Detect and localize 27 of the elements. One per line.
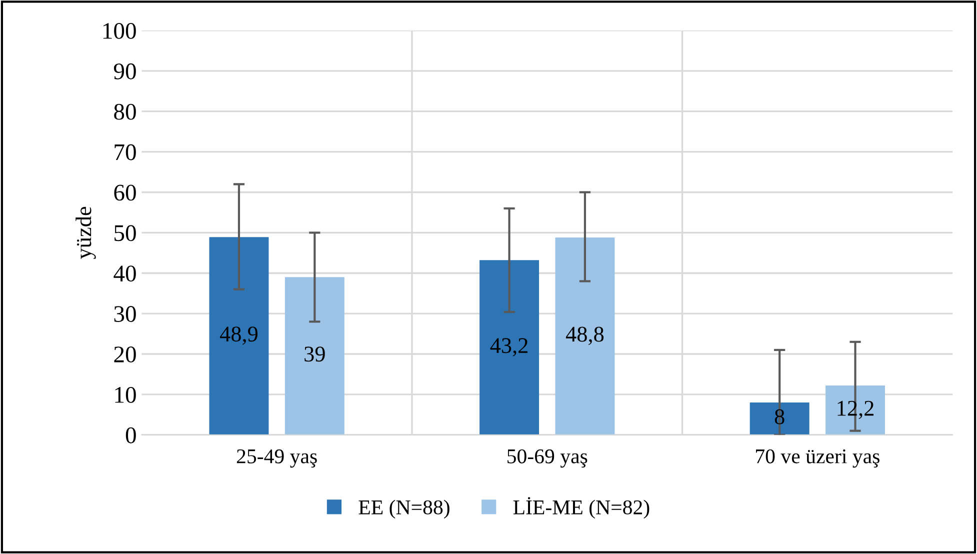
y-tick-label: 80 [114, 104, 136, 120]
y-tick-label: 60 [114, 184, 136, 201]
data-label: 48,8 [566, 326, 604, 345]
y-tick-label: 100 [103, 22, 136, 39]
bar [284, 277, 344, 435]
y-tick-label: 30 [114, 306, 136, 322]
legend-label: LİE-ME (N=82) [513, 497, 650, 519]
legend-label: EE (N=88) [358, 500, 450, 519]
bar [555, 238, 615, 435]
bar [209, 237, 269, 435]
bar [750, 402, 810, 435]
data-label: 8 [774, 409, 784, 424]
data-label: 39 [304, 346, 325, 362]
x-tick-label: 50-69 yaş [508, 449, 588, 468]
y-tick-label: 70 [114, 144, 136, 160]
x-tick-label: 70 ve üzeri yaş [756, 449, 880, 468]
y-tick-label: 50 [114, 225, 136, 242]
data-label: 43,2 [490, 338, 528, 356]
y-tick-label: 0 [126, 427, 136, 444]
y-tick-label: 20 [114, 346, 136, 362]
bar [480, 260, 540, 435]
x-tick-label: 25-49 yaş [236, 449, 317, 468]
y-tick-label: 40 [114, 266, 136, 282]
data-label: 48,9 [220, 326, 258, 345]
y-tick-label: 10 [115, 386, 136, 403]
y-tick-label: 90 [114, 63, 136, 80]
y-axis-title: yüzde [76, 206, 96, 259]
